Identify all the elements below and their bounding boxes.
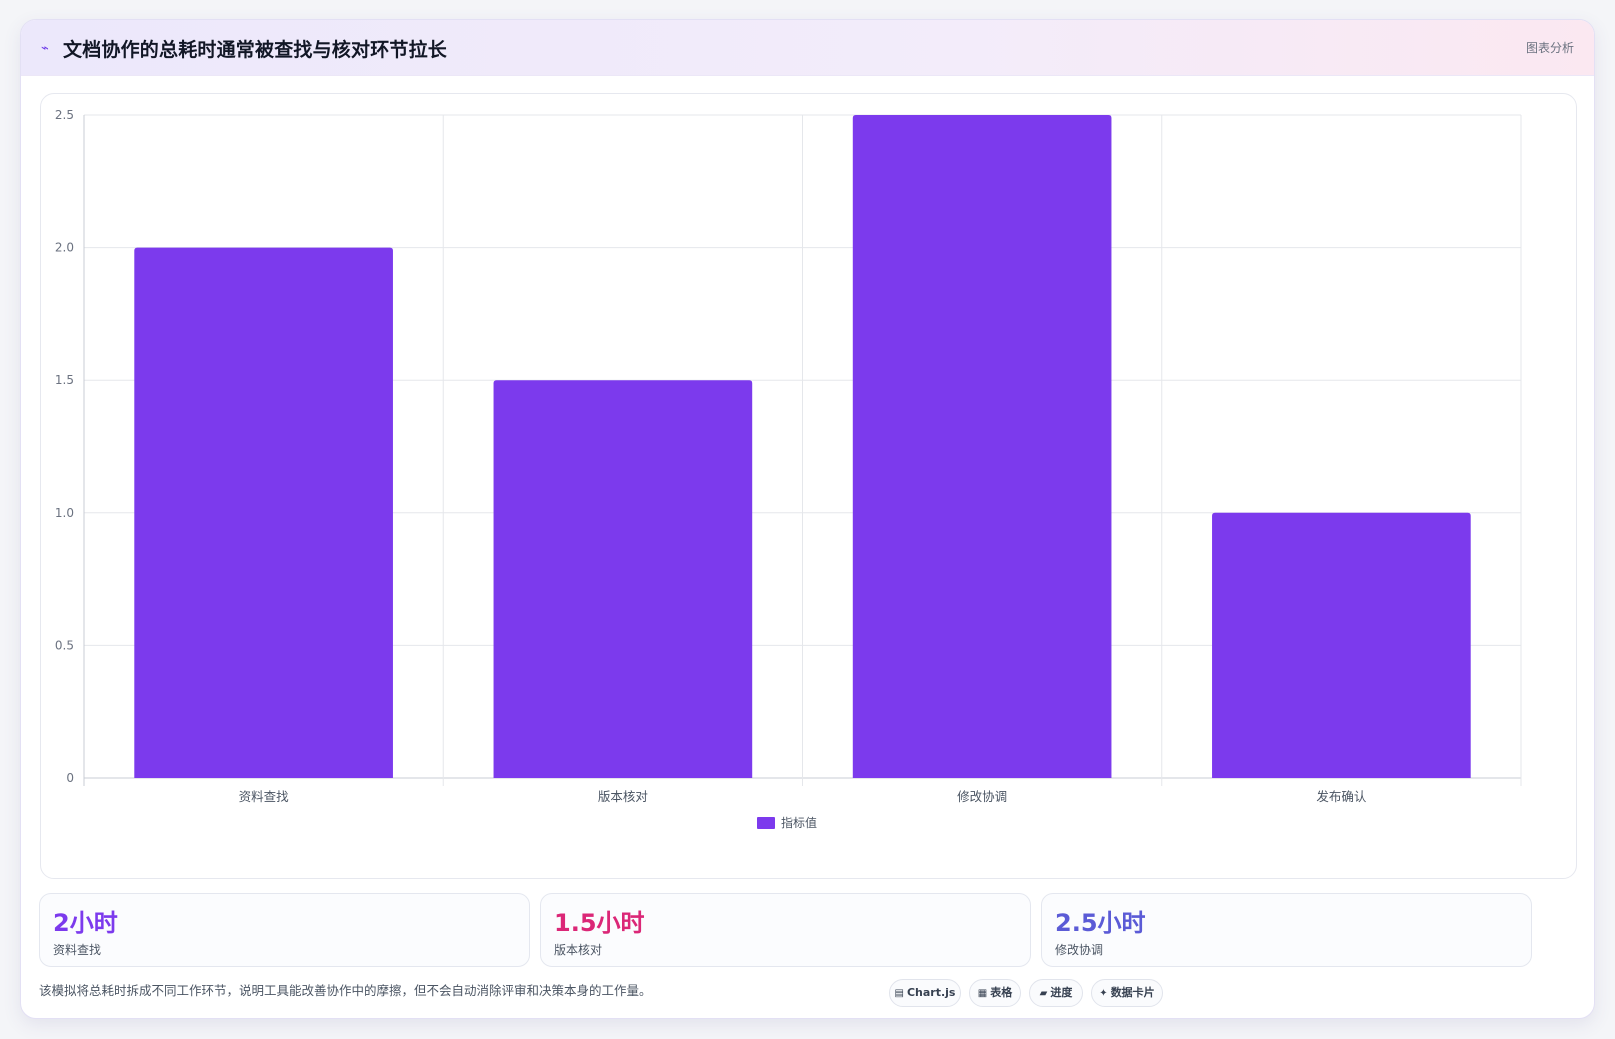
stat-value: 2.5小时 [1055, 909, 1146, 937]
y-tick-label: 1.0 [55, 506, 74, 520]
stat-label: 版本核对 [554, 943, 603, 957]
chart-icon: ▤ [894, 988, 904, 999]
y-tick-label: 2.0 [55, 241, 74, 255]
chip-chartjs[interactable]: ▤ Chart.js [889, 979, 961, 1007]
chip-label: 表格 [990, 986, 1013, 999]
chip-progress[interactable]: ▰ 进度 [1029, 979, 1083, 1007]
y-tick-label: 0.5 [55, 638, 74, 652]
y-tick-label: 0 [66, 771, 74, 785]
legend-swatch [757, 817, 775, 829]
stat-value: 1.5小时 [554, 909, 645, 937]
stat-card: 2小时 资料查找 [39, 893, 530, 967]
x-tick-label: 资料查找 [239, 789, 290, 804]
legend-label: 指标值 [781, 815, 817, 830]
card-header: ⌁ 文档协作的总耗时通常被查找与核对环节拉长 图表分析 [21, 20, 1594, 76]
y-tick-label: 2.5 [55, 108, 74, 122]
bar [493, 380, 753, 778]
table-icon: ▦ [977, 988, 988, 999]
sparkle-icon: ✦ [1099, 988, 1108, 999]
chip-table[interactable]: ▦ 表格 [969, 979, 1021, 1007]
bar [852, 115, 1112, 778]
stat-value: 2小时 [53, 909, 118, 937]
bar [1212, 512, 1471, 778]
header-tag: 图表分析 [1525, 41, 1574, 55]
chip-label: Chart.js [906, 986, 956, 999]
stat-label: 资料查找 [53, 943, 102, 957]
stat-label: 修改协调 [1055, 943, 1104, 957]
footnote: 该模拟将总耗时拆成不同工作环节，说明工具能改善协作中的摩擦，但不会自动消除评审和… [39, 983, 652, 998]
chip-label: 数据卡片 [1110, 986, 1155, 999]
x-tick-label: 版本核对 [598, 789, 648, 804]
chip-data-card[interactable]: ✦ 数据卡片 [1091, 979, 1163, 1007]
chart-panel: 0 0.5 1.0 1.5 2.0 2.5 资料查找 版本核对 修改协调 发布确认指标值 [40, 93, 1577, 879]
x-tick-label: 修改协调 [957, 789, 1007, 804]
chart-title: 文档协作的总耗时通常被查找与核对环节拉长 [63, 39, 448, 61]
sparkline-icon: ⌁ [41, 41, 49, 56]
chip-label: 进度 [1050, 986, 1073, 999]
x-tick-label: 发布确认 [1316, 789, 1367, 804]
stat-card: 1.5小时 版本核对 [540, 893, 1031, 967]
chart-card: ⌁ 文档协作的总耗时通常被查找与核对环节拉长 图表分析 0 0.5 1.0 1.5 2.… [20, 19, 1595, 1019]
bar [134, 247, 393, 779]
progress-icon: ▰ [1039, 988, 1048, 999]
y-tick-label: 1.5 [55, 373, 74, 387]
stat-card: 2.5小时 修改协调 [1041, 893, 1532, 967]
